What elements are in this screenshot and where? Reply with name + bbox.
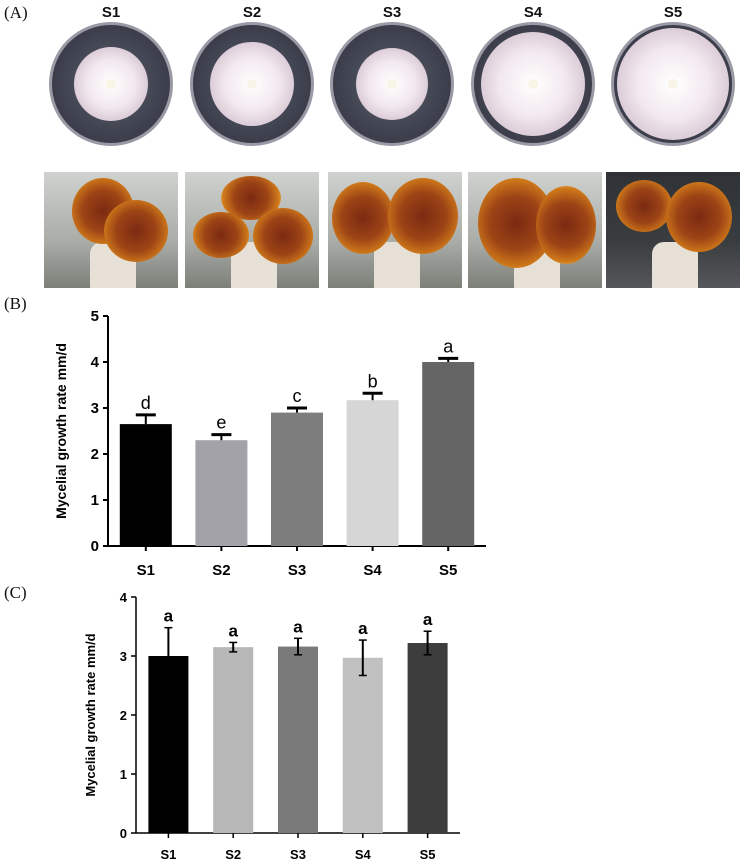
chart-b-y-tick-label-3: 3 (91, 400, 99, 417)
chart-b-x-tick-label-s4: S4 (363, 562, 382, 579)
chart-c-significance-s2: a (228, 621, 238, 640)
chart-c-y-tick-label-1: 1 (120, 767, 127, 782)
chart-b-significance-s2: e (216, 413, 226, 433)
petri-plate-s1 (49, 22, 173, 146)
chart-c-significance-s1: a (164, 607, 174, 626)
chart-b-bar-s1 (119, 424, 172, 546)
chart-b-significance-s3: c (293, 386, 302, 406)
chart-c-y-tick-label-0: 0 (120, 826, 127, 841)
chart-c-bar-s1 (148, 656, 189, 833)
fruiting-body-photo-s1 (44, 172, 178, 288)
chart-b-bar-s2 (195, 440, 248, 546)
chart-b-significance-s1: d (141, 393, 151, 413)
panel-c-label: (C) (4, 583, 27, 602)
chart-b-x-tick-label-s5: S5 (439, 562, 457, 579)
chart-b-bar-s4 (346, 400, 399, 546)
fruiting-body-photo-s3 (328, 172, 462, 288)
plate-label-s1: S1 (101, 4, 121, 21)
petri-plate-s4 (471, 22, 595, 146)
chart-b-bar-s3 (271, 412, 323, 546)
plate-label-s2: S2 (242, 4, 262, 21)
chart-b-significance-s5: a (443, 336, 454, 356)
petri-plate-s2 (190, 22, 314, 146)
chart-c-bar-s2 (213, 647, 254, 833)
chart-c: 0 1 2 3 4 Mycelial growth rate mm/d S1 a S2 a S3 a S… (83, 590, 460, 862)
chart-b-x-tick-label-s3: S3 (288, 562, 306, 579)
chart-c-significance-s3: a (293, 617, 303, 636)
panel-b-label: (B) (4, 294, 27, 313)
chart-c-x-tick-label-s3: S3 (290, 847, 306, 862)
chart-c-bar-s4 (342, 657, 383, 833)
chart-c-x-tick-label-s4: S4 (355, 847, 372, 862)
plate-label-s3: S3 (382, 4, 402, 21)
fruiting-body-photo-s5 (606, 172, 740, 288)
fruiting-body-photo-s2 (185, 172, 319, 288)
chart-c-significance-s5: a (423, 610, 433, 629)
chart-c-x-tick-label-s2: S2 (225, 847, 241, 862)
chart-c-y-tick-label-4: 4 (120, 590, 128, 605)
plate-label-s4: S4 (523, 4, 543, 21)
chart-b-y-tick-label-1: 1 (91, 492, 99, 509)
chart-b-y-axis-label: Mycelial growth rate mm/d (53, 343, 69, 519)
chart-c-bar-s5 (407, 643, 448, 833)
chart-c-y-tick-label-2: 2 (120, 708, 127, 723)
petri-plate-s5 (611, 22, 735, 146)
plate-label-s5: S5 (663, 4, 683, 21)
fruiting-body-photo-s4 (468, 172, 602, 288)
chart-b-bar-s5 (422, 362, 475, 546)
chart-b-x-tick-label-s1: S1 (137, 562, 155, 579)
chart-b-y-tick-label-5: 5 (91, 308, 99, 325)
chart-c-y-axis-label: Mycelial growth rate mm/d (83, 633, 98, 796)
chart-b-y-tick-label-2: 2 (91, 446, 99, 463)
chart-c-bar-s3 (278, 646, 318, 833)
chart-b-x-tick-label-s2: S2 (212, 562, 230, 579)
panel-a-label: (A) (4, 3, 28, 22)
chart-c-x-tick-label-s5: S5 (420, 847, 436, 862)
chart-c-x-tick-label-s1: S1 (160, 847, 176, 862)
chart-c-significance-s4: a (358, 619, 368, 638)
chart-c-y-tick-label-3: 3 (120, 649, 127, 664)
chart-b: 0 1 2 3 4 5 Mycelial growth rate mm/d S1 d S2 e S3 c… (53, 308, 486, 579)
chart-b-significance-s4: b (368, 371, 378, 391)
chart-b-y-tick-label-4: 4 (91, 354, 100, 371)
chart-b-y-tick-label-0: 0 (91, 538, 99, 555)
petri-plate-s3 (330, 22, 454, 146)
